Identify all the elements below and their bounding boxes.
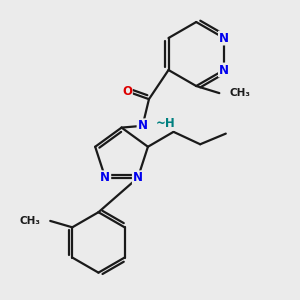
Text: CH₃: CH₃ (230, 88, 251, 98)
Text: N: N (138, 119, 148, 132)
Text: ~H: ~H (156, 117, 176, 130)
Text: N: N (219, 32, 229, 44)
Text: N: N (219, 64, 229, 76)
Text: CH₃: CH₃ (19, 216, 40, 226)
Text: O: O (122, 85, 132, 98)
Text: N: N (100, 171, 110, 184)
Text: N: N (133, 171, 143, 184)
